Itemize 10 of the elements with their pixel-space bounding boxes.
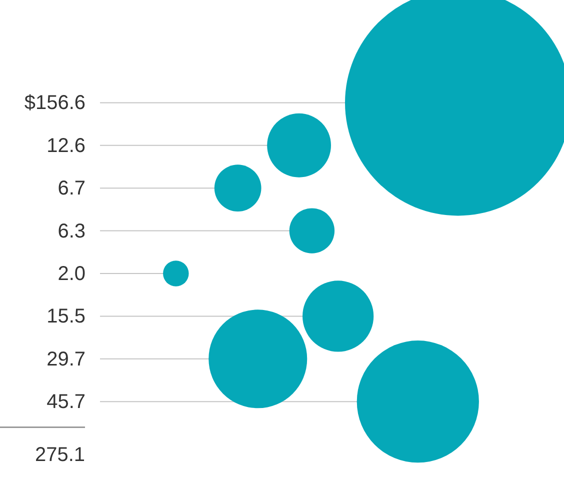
point: [267, 114, 332, 178]
y-tick-label: 6.3: [58, 220, 86, 242]
y-tick-label: 15.5: [46, 306, 86, 328]
y-tick-label: 12.6: [46, 134, 86, 157]
y-tick-label: 6.7: [58, 178, 86, 200]
y-tick-label: $156.6: [24, 92, 86, 114]
y-tick-label: 2.0: [58, 262, 86, 285]
y-tick-label: 29.7: [46, 348, 86, 370]
text: 275.1: [34, 444, 86, 466]
y-tick-label: 45.7: [46, 391, 86, 414]
